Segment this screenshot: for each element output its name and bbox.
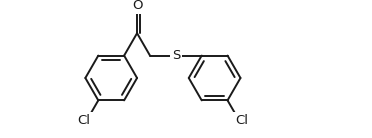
- Text: Cl: Cl: [78, 114, 91, 127]
- Text: O: O: [132, 0, 142, 12]
- Text: S: S: [171, 49, 180, 62]
- Text: Cl: Cl: [235, 114, 248, 127]
